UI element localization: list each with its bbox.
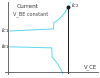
Text: V_BE constant: V_BE constant [13, 11, 49, 17]
Text: $I_{B1}$: $I_{B1}$ [1, 42, 9, 51]
Text: V_CE: V_CE [84, 64, 97, 70]
Text: $I_{C1}$: $I_{C1}$ [1, 27, 9, 35]
Text: $I_{C2}$: $I_{C2}$ [71, 1, 79, 10]
Text: Current: Current [17, 5, 39, 10]
